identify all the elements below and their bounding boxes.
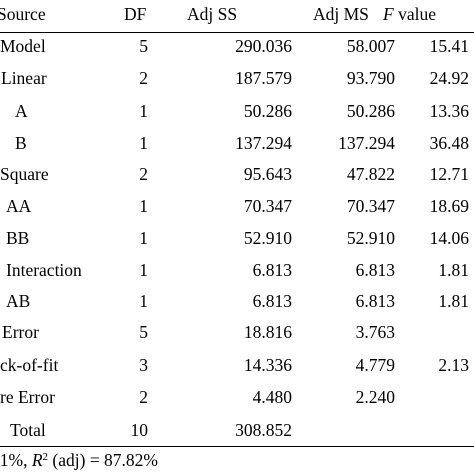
header-rule (0, 32, 474, 33)
cell-source: ck-of-fit (0, 355, 59, 375)
cell-source: BB (6, 228, 30, 248)
cell-df: 10 (130, 420, 149, 440)
cell-df: 5 (139, 36, 148, 56)
cell-source: AA (6, 196, 32, 216)
cell-df: 3 (139, 355, 148, 375)
cell-adj-ms: 2.240 (355, 387, 395, 407)
header-df: DF (124, 4, 147, 24)
table-footnote: 91%, R2 (adj) = 87.82% (0, 450, 158, 470)
header-f-value: F value (383, 4, 436, 24)
cell-df: 1 (139, 260, 148, 280)
cell-df: 2 (139, 68, 148, 88)
cell-source: Total (10, 420, 46, 440)
cell-adj-ms: 47.822 (346, 164, 395, 184)
cell-adj-ss: 70.347 (243, 196, 292, 216)
cell-adj-ms: 70.347 (346, 196, 395, 216)
cell-adj-ms: 93.790 (346, 68, 395, 88)
cell-f-value: 15.41 (429, 36, 469, 56)
cell-f-value: 12.71 (429, 164, 469, 184)
cell-f-value: 1.81 (438, 291, 469, 311)
footnote-suffix: (adj) = 87.82% (48, 450, 159, 470)
cell-f-value: 2.13 (438, 355, 469, 375)
cell-df: 1 (139, 291, 148, 311)
cell-adj-ms: 3.763 (355, 322, 395, 342)
header-f-label: value (393, 4, 436, 24)
cell-source: Linear (1, 68, 47, 88)
cell-adj-ms: 50.286 (346, 101, 395, 121)
cell-adj-ms: 6.813 (355, 291, 395, 311)
cell-f-value: 24.92 (429, 68, 469, 88)
header-adj-ss: Adj SS (187, 4, 238, 24)
cell-df: 1 (139, 196, 148, 216)
cell-df: 1 (139, 228, 148, 248)
cell-adj-ms: 52.910 (346, 228, 395, 248)
header-f-symbol: F (383, 4, 394, 24)
cell-source: AB (6, 291, 31, 311)
cell-source: Error (2, 322, 39, 342)
cell-df: 2 (139, 387, 148, 407)
cell-adj-ss: 137.294 (235, 133, 292, 153)
cell-source: Interaction (6, 260, 82, 280)
cell-adj-ms: 58.007 (346, 36, 395, 56)
cell-adj-ss: 14.336 (243, 355, 292, 375)
cell-source: A (15, 101, 28, 121)
cell-adj-ss: 18.816 (243, 322, 292, 342)
cell-adj-ss: 6.813 (252, 291, 292, 311)
cell-df: 5 (139, 322, 148, 342)
cell-f-value: 14.06 (429, 228, 469, 248)
footnote-prefix: 91%, (0, 450, 28, 470)
cell-source: B (15, 133, 27, 153)
cell-f-value: 1.81 (438, 260, 469, 280)
cell-f-value: 18.69 (429, 196, 469, 216)
cell-adj-ss: 52.910 (243, 228, 292, 248)
cell-df: 1 (139, 133, 148, 153)
cell-source: Model (0, 36, 46, 56)
bottom-rule (0, 446, 474, 447)
cell-adj-ms: 137.294 (338, 133, 395, 153)
cell-source: re Error (0, 387, 55, 407)
cell-source: Square (0, 164, 49, 184)
cell-df: 1 (139, 101, 148, 121)
cell-adj-ms: 6.813 (355, 260, 395, 280)
cell-adj-ss: 290.036 (235, 36, 292, 56)
cell-f-value: 36.48 (429, 133, 469, 153)
cell-df: 2 (139, 164, 148, 184)
cell-adj-ss: 308.852 (235, 420, 292, 440)
cell-adj-ss: 6.813 (252, 260, 292, 280)
footnote-r-exponent: 2 (42, 451, 49, 463)
cell-f-value: 13.36 (429, 101, 469, 121)
header-adj-ms: Adj MS (313, 4, 369, 24)
header-source: Source (0, 4, 46, 24)
footnote-r-symbol: R (31, 450, 43, 470)
cell-adj-ss: 95.643 (243, 164, 292, 184)
cell-adj-ss: 50.286 (243, 101, 292, 121)
cell-adj-ss: 187.579 (235, 68, 292, 88)
cell-adj-ms: 4.779 (355, 355, 395, 375)
cell-adj-ss: 4.480 (252, 387, 292, 407)
